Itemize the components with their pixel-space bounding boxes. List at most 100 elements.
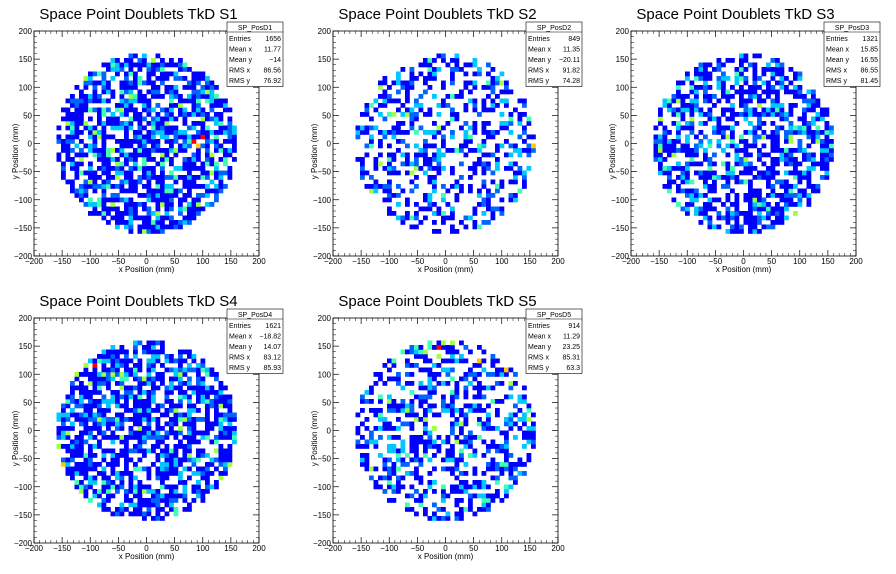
heatmap-cell [405,197,410,203]
heatmap-cell [160,220,165,225]
heatmap-cell [752,130,758,135]
heatmap-cell [88,417,93,422]
heatmap-cell [83,107,89,113]
heatmap-cell [748,179,753,185]
heatmap-cell [61,408,66,413]
heatmap-cell [676,188,681,194]
heatmap-cell [115,121,120,126]
heatmap-cell [513,462,518,467]
stat-value: −18.82 [259,334,281,341]
heatmap-cell [115,363,120,368]
heatmap-cell [703,85,708,90]
heatmap-cell [829,152,834,158]
heatmap-cell [133,211,138,216]
heatmap-cell [694,71,699,77]
heatmap-cell [128,435,134,440]
heatmap-cell [61,430,66,436]
heatmap-cell [427,175,433,180]
heatmap-cell [137,175,143,180]
x-tick-label: −50 [709,257,723,266]
heatmap-cell [770,85,776,90]
heatmap-cell [187,80,192,86]
heatmap-cell [146,448,152,454]
heatmap-cell [427,435,433,440]
heatmap-cell [169,220,174,225]
heatmap-cell [115,358,120,364]
heatmap-cell [191,385,197,391]
heatmap-cell [205,372,210,377]
heatmap-cell [106,107,111,113]
heatmap-cell [508,471,514,476]
heatmap-cell [793,71,798,77]
heatmap-cell [409,399,415,404]
heatmap-cell [106,80,111,86]
heatmap-cell [187,349,192,355]
heatmap-cell [490,107,496,113]
heatmap-cell [409,408,415,413]
heatmap-cell [459,471,464,476]
heatmap-cell [364,466,370,472]
heatmap-cell [205,471,210,476]
heatmap-cell [748,229,753,234]
heatmap-cell [468,408,473,413]
heatmap-cell [146,394,152,400]
heatmap-cell [74,453,80,458]
heatmap-cell [463,484,469,490]
heatmap-cell [779,206,785,212]
heatmap-cell [477,112,482,117]
heatmap-cell [477,143,482,149]
heatmap-cell [79,484,84,490]
heatmap-cell [405,453,410,458]
heatmap-cell [191,489,197,494]
x-tick-label: 150 [821,257,835,266]
heatmap-cell [83,493,89,499]
heatmap-cell [387,166,392,171]
heatmap-cell [214,166,219,171]
heatmap-cell [811,188,816,194]
heatmap-cell [748,130,753,135]
heatmap-cell [414,475,419,481]
heatmap-cell [151,193,156,198]
heatmap-cell [164,116,170,122]
heatmap-cell [124,220,129,225]
heatmap-cell [522,385,527,391]
y-tick-label: 200 [318,27,332,36]
heatmap-cell [472,58,478,63]
heatmap-cell [680,188,686,194]
heatmap-cell [414,103,419,108]
x-tick-label: −200 [324,257,343,266]
heatmap-cell [486,385,491,391]
heatmap-cell [472,453,478,458]
heatmap-cell [146,399,152,404]
heatmap-cell [486,62,491,68]
heatmap-cell [504,444,509,449]
heatmap-cell [101,381,107,386]
heatmap-cell [115,175,120,180]
heatmap-cell [450,408,455,413]
heatmap-cell [423,417,428,422]
heatmap-cell [770,139,776,144]
heatmap-cell [65,98,71,104]
heatmap-cell [504,98,509,104]
heatmap-cell [441,211,446,216]
heatmap-cell [187,394,192,400]
y-tick-label: 0 [28,140,33,149]
heatmap-cell [70,421,75,427]
heatmap-cell [468,502,473,508]
heatmap-cell [128,448,134,454]
heatmap-cell [187,385,192,391]
heatmap-cell [101,80,107,86]
heatmap-cell [164,390,170,395]
heatmap-cell [734,202,740,207]
heatmap-cell [770,134,776,140]
heatmap-cell [83,103,89,108]
heatmap-cell [70,408,75,413]
heatmap-cell [97,412,102,418]
heatmap-cell [490,358,496,364]
heatmap-cell [824,130,830,135]
heatmap-cell [436,130,442,135]
heatmap-cell [743,67,749,72]
heatmap-cell [178,430,183,436]
heatmap-cell [775,58,780,63]
heatmap-cell [79,121,84,126]
